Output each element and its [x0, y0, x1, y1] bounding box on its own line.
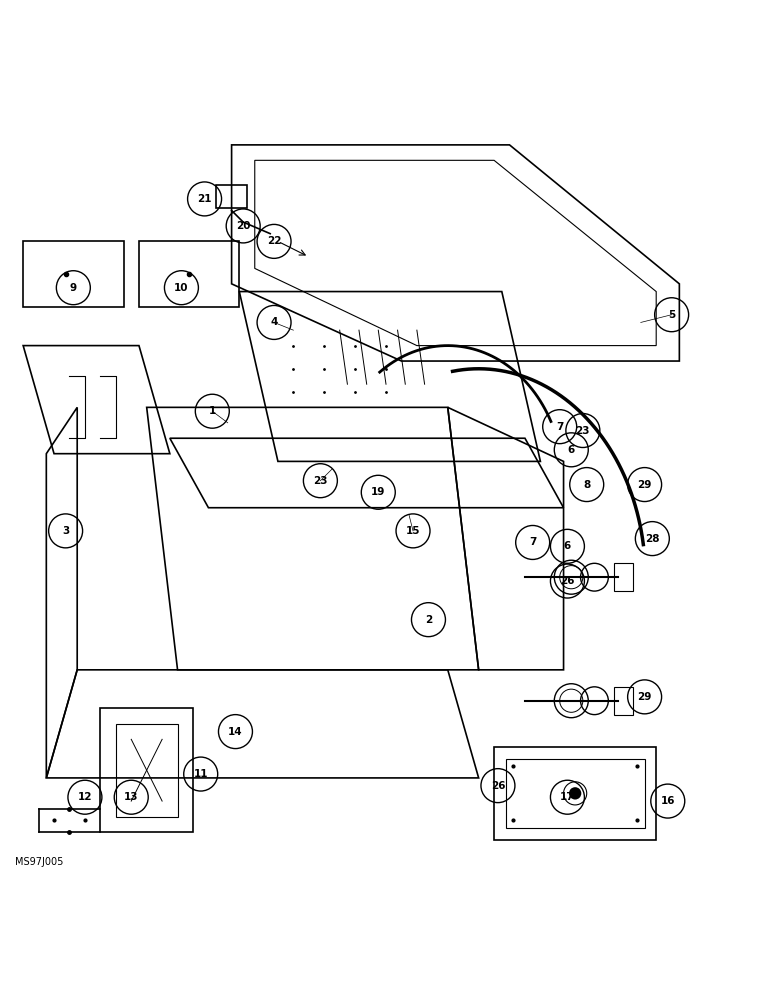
Text: 6: 6 — [564, 541, 571, 551]
Text: 16: 16 — [661, 796, 675, 806]
Bar — [614, 687, 633, 715]
Text: 9: 9 — [69, 283, 77, 293]
Bar — [139, 241, 239, 307]
Text: 4: 4 — [270, 317, 278, 327]
Text: 5: 5 — [668, 310, 676, 320]
Text: 10: 10 — [174, 283, 188, 293]
Text: 13: 13 — [124, 792, 138, 802]
Text: MS97J005: MS97J005 — [15, 857, 64, 867]
Text: 22: 22 — [267, 236, 281, 246]
Circle shape — [569, 787, 581, 800]
Text: 15: 15 — [406, 526, 420, 536]
Text: 17: 17 — [560, 792, 574, 802]
Text: 14: 14 — [229, 727, 242, 737]
Text: 1: 1 — [208, 406, 216, 416]
Bar — [216, 185, 247, 208]
Text: 6: 6 — [567, 445, 575, 455]
Text: 29: 29 — [638, 692, 652, 702]
Text: 3: 3 — [62, 526, 69, 536]
Text: 8: 8 — [583, 480, 591, 490]
Text: 29: 29 — [638, 480, 652, 490]
Text: 11: 11 — [194, 769, 208, 779]
Text: 26: 26 — [560, 576, 574, 586]
Text: 23: 23 — [313, 476, 327, 486]
Text: 28: 28 — [645, 534, 659, 544]
Text: 23: 23 — [576, 426, 590, 436]
Text: 21: 21 — [198, 194, 212, 204]
Bar — [23, 241, 124, 307]
Text: 7: 7 — [529, 537, 537, 547]
Text: 7: 7 — [556, 422, 564, 432]
Text: 26: 26 — [491, 781, 505, 791]
Bar — [614, 563, 633, 591]
Text: 19: 19 — [371, 487, 385, 497]
Text: 12: 12 — [78, 792, 92, 802]
Text: 20: 20 — [236, 221, 250, 231]
Text: 2: 2 — [425, 615, 432, 625]
